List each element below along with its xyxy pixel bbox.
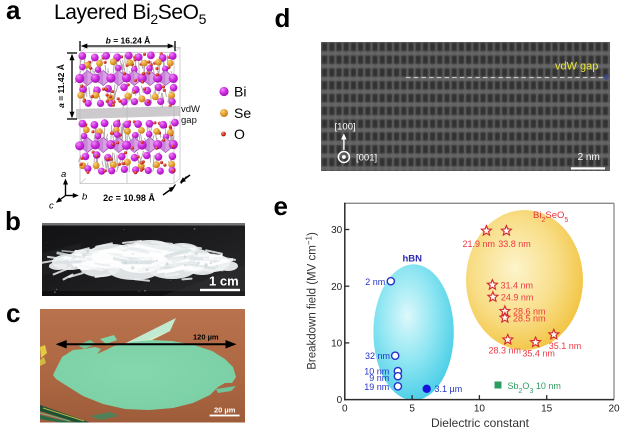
svg-text:28.5 nm: 28.5 nm xyxy=(513,313,546,323)
svg-text:Bi: Bi xyxy=(234,84,246,100)
svg-text:10: 10 xyxy=(331,339,343,350)
svg-text:120 µm: 120 µm xyxy=(193,333,219,342)
svg-text:24.9 nm: 24.9 nm xyxy=(501,293,534,303)
svg-text:0: 0 xyxy=(342,404,348,415)
svg-text:1 cm: 1 cm xyxy=(209,273,239,288)
svg-text:b: b xyxy=(82,192,87,203)
svg-text:30: 30 xyxy=(331,225,343,236)
svg-text:21.9 nm: 21.9 nm xyxy=(463,239,496,249)
svg-text:a: a xyxy=(61,169,66,180)
svg-text:hBN: hBN xyxy=(403,253,423,264)
svg-text:0: 0 xyxy=(337,395,343,406)
svg-text:Dielectric constant: Dielectric constant xyxy=(431,416,530,430)
svg-text:[001]: [001] xyxy=(356,153,377,164)
svg-text:gap: gap xyxy=(181,115,197,126)
svg-text:3.1 µm: 3.1 µm xyxy=(435,384,463,394)
svg-text:O: O xyxy=(234,126,245,142)
svg-text:2 nm: 2 nm xyxy=(578,152,600,163)
svg-text:2 nm: 2 nm xyxy=(365,277,385,287)
svg-text:2c = 10.98 Å: 2c = 10.98 Å xyxy=(103,193,155,203)
svg-text:Sb2O3 10 nm: Sb2O3 10 nm xyxy=(508,381,561,395)
svg-text:15: 15 xyxy=(541,404,553,415)
svg-text:33.8 nm: 33.8 nm xyxy=(498,239,531,249)
svg-text:9 nm: 9 nm xyxy=(369,373,389,383)
svg-text:28.3 nm: 28.3 nm xyxy=(489,346,522,356)
svg-text:31.4 nm: 31.4 nm xyxy=(501,280,534,290)
svg-text:10: 10 xyxy=(474,404,486,415)
svg-text:35.1 nm: 35.1 nm xyxy=(549,341,582,351)
svg-text:20 µm: 20 µm xyxy=(214,406,236,415)
svg-text:vdW gap: vdW gap xyxy=(555,61,598,73)
svg-text:c: c xyxy=(49,201,54,212)
svg-text:28.6 nm: 28.6 nm xyxy=(513,307,546,317)
svg-text:Breakdown field (MV cm−1): Breakdown field (MV cm−1) xyxy=(304,232,319,370)
svg-text:5: 5 xyxy=(409,404,415,415)
svg-text:19 nm: 19 nm xyxy=(364,382,389,392)
svg-text:32 nm: 32 nm xyxy=(365,351,390,361)
svg-text:20: 20 xyxy=(608,404,620,415)
svg-text:a = 11.42 Å: a = 11.42 Å xyxy=(56,64,66,108)
svg-text:20: 20 xyxy=(331,282,343,293)
svg-text:Se: Se xyxy=(234,105,251,121)
svg-text:[100]: [100] xyxy=(335,122,356,133)
svg-text:35.4 nm: 35.4 nm xyxy=(522,349,555,359)
svg-text:10 nm: 10 nm xyxy=(364,367,389,377)
svg-text:vdW: vdW xyxy=(181,104,200,115)
svg-text:b = 16.24 Å: b = 16.24 Å xyxy=(106,36,151,46)
